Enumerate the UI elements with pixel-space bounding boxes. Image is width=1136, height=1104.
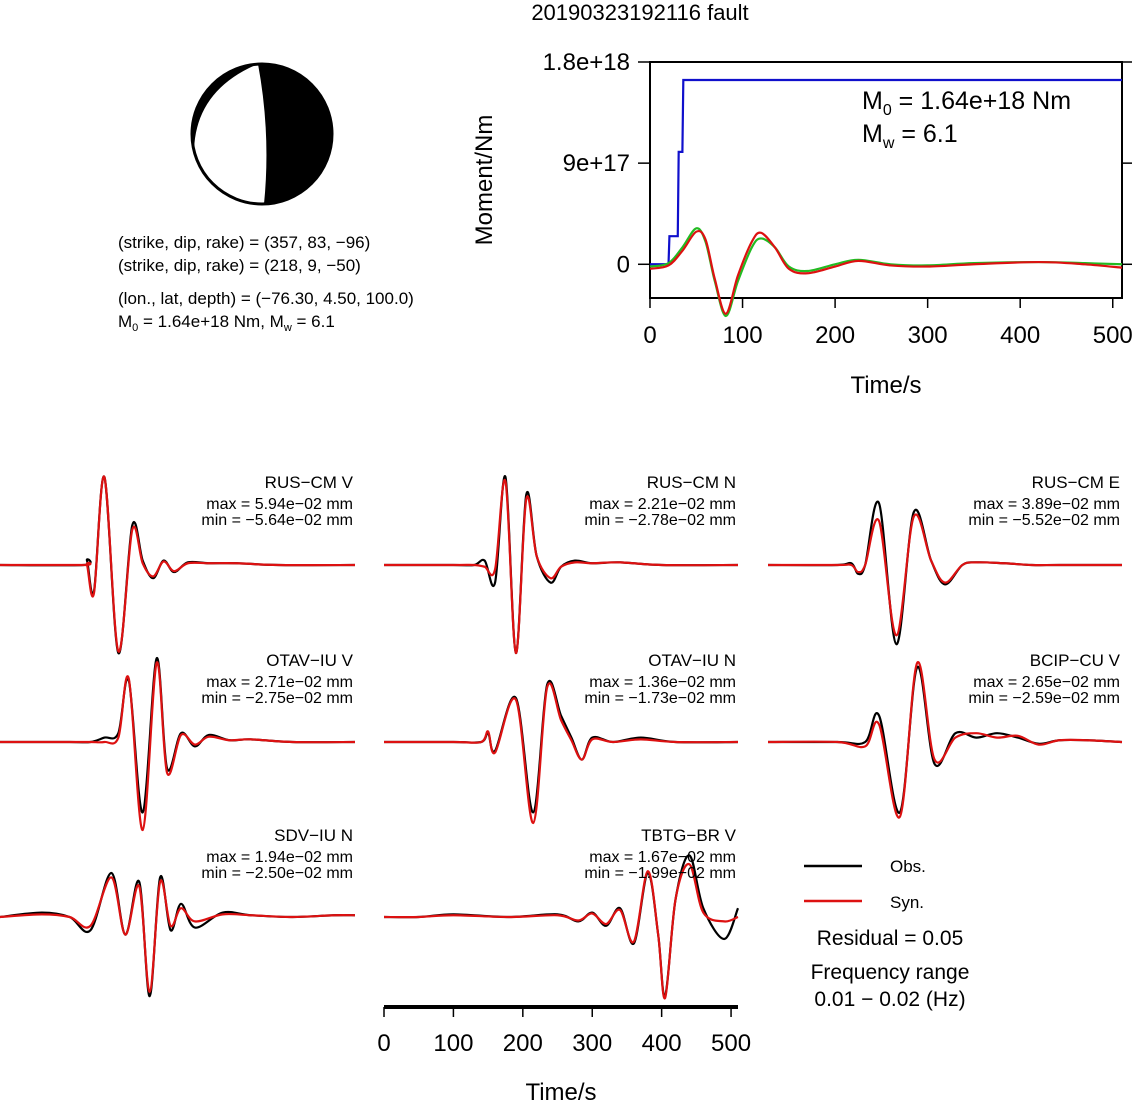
trace-min-label: min = −2.50e−02 mm: [201, 865, 353, 882]
location-depth: (lon., lat, depth) = (−76.30, 4.50, 100.…: [118, 289, 414, 308]
figure-title: 20190323192116 fault: [531, 0, 748, 25]
station-label: RUS−CM N: [647, 473, 736, 492]
stf-y-tick-label: 1.8e+18: [543, 49, 630, 76]
wf-x-tick-label: 400: [642, 1030, 682, 1057]
moment-rate-chart: 0 100 200 300 400 500 0 9e+17 1.8e+18 Time/s Mo…: [471, 49, 1133, 399]
trace-min-label: min = −5.64e−02 mm: [201, 512, 353, 529]
trace-min-label: min = −2.59e−02 mm: [968, 690, 1120, 707]
trace-max-label: max = 1.94e−02 mm: [206, 849, 353, 866]
stf-y-label: Moment/Nm: [471, 115, 498, 246]
waveform-syn-trace: [383, 682, 739, 825]
stf-x-tick-label: 0: [643, 322, 656, 349]
nodal-plane-2: (strike, dip, rake) = (218, 9, −50): [118, 256, 361, 275]
wf-x-tick-label: 100: [433, 1030, 473, 1057]
waveform-syn-trace: [767, 513, 1122, 637]
station-label: TBTG−BR V: [641, 826, 737, 845]
stf-series: [649, 78, 1123, 318]
trace-max-label: max = 3.89e−02 mm: [973, 496, 1120, 513]
trace-max-label: max = 5.94e−02 mm: [206, 496, 353, 513]
trace-min-label: min = −1.73e−02 mm: [584, 690, 736, 707]
legend: Obs. Syn. Residual = 0.05 Frequency rang…: [804, 857, 969, 1011]
wf-x-label: Time/s: [525, 1079, 596, 1104]
stf-x-tick-label: 100: [723, 322, 763, 349]
wf-x-tick-label: 500: [711, 1030, 751, 1057]
trace-max-label: max = 1.67e−02 mm: [589, 849, 736, 866]
waveform-obs-trace: [0, 871, 356, 998]
trace-min-label: min = −2.75e−02 mm: [201, 690, 353, 707]
trace-min-label: min = −1.99e−02 mm: [584, 865, 736, 882]
waveform-syn-trace: [383, 478, 739, 655]
solution-info: (strike, dip, rake) = (357, 83, −96) (st…: [118, 233, 414, 334]
legend-syn-label: Syn.: [890, 893, 924, 912]
wf-x-tick-label: 200: [503, 1030, 543, 1057]
trace-min-label: min = −5.52e−02 mm: [968, 512, 1120, 529]
wf-x-tick-label: 0: [377, 1030, 390, 1057]
waveform-time-axis: Time/s 0 100 200 300 400 500: [377, 1005, 751, 1104]
trace-max-label: max = 2.21e−02 mm: [589, 496, 736, 513]
waveform-syn-trace: [383, 863, 739, 1000]
stf-y-tick-label: 9e+17: [563, 150, 630, 177]
stf-x-axis: 0 100 200 300 400 500: [643, 298, 1133, 349]
trace-max-label: max = 1.36e−02 mm: [589, 674, 736, 691]
trace-max-label: max = 2.71e−02 mm: [206, 674, 353, 691]
trace-max-label: max = 2.65e−02 mm: [973, 674, 1120, 691]
stf-x-tick-label: 300: [908, 322, 948, 349]
stf-cumulative-moment-line: [650, 78, 1122, 266]
stf-mw-annotation: Mw = 6.1: [862, 120, 958, 152]
beachball-icon: [190, 62, 334, 206]
station-label: RUS−CM V: [265, 473, 354, 492]
nodal-plane-1: (strike, dip, rake) = (357, 83, −96): [118, 233, 370, 252]
station-label: RUS−CM E: [1032, 473, 1120, 492]
frequency-range-value: 0.01 − 0.02 (Hz): [814, 988, 965, 1011]
residual-label: Residual = 0.05: [817, 927, 964, 950]
stf-y-tick-label: 0: [617, 251, 630, 278]
station-label: SDV−IU N: [274, 826, 353, 845]
station-label: BCIP−CU V: [1030, 651, 1121, 670]
wf-x-tick-label: 300: [572, 1030, 612, 1057]
waveform-syn-trace: [767, 661, 1123, 819]
frequency-range-title: Frequency range: [811, 961, 970, 984]
stf-x-label: Time/s: [850, 372, 921, 399]
stf-x-tick-label: 200: [815, 322, 855, 349]
stf-m0-annotation: M0 = 1.64e+18 Nm: [862, 87, 1071, 119]
stf-x-tick-label: 500: [1093, 322, 1133, 349]
stf-frame: [649, 61, 1123, 299]
station-label: OTAV−IU V: [266, 651, 353, 670]
stf-observed-trace-line: [649, 229, 1123, 315]
stf-x-tick-label: 400: [1000, 322, 1040, 349]
stf-y-axis: 0 9e+17 1.8e+18: [543, 49, 1132, 278]
legend-obs-label: Obs.: [890, 857, 926, 876]
waveform-syn-trace: [0, 661, 356, 832]
waveform-syn-trace: [0, 876, 356, 993]
trace-min-label: min = −2.78e−02 mm: [584, 512, 736, 529]
moment-magnitude-line: M0 = 1.64e+18 Nm, Mw = 6.1: [118, 312, 335, 334]
waveform-syn-trace: [0, 475, 356, 653]
station-label: OTAV−IU N: [648, 651, 736, 670]
